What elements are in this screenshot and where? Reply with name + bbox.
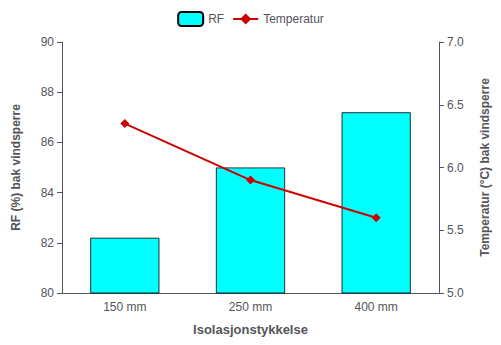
svg-text:400 mm: 400 mm [354,300,397,314]
svg-text:150 mm: 150 mm [103,300,146,314]
svg-text:6.5: 6.5 [447,98,464,112]
svg-text:84: 84 [41,186,55,200]
svg-text:5.5: 5.5 [447,223,464,237]
svg-text:Temperatur (°C) bak vindsperre: Temperatur (°C) bak vindsperre [478,78,492,257]
svg-text:7.0: 7.0 [447,35,464,49]
svg-text:Isolasjonstykkelse: Isolasjonstykkelse [193,322,308,337]
svg-text:90: 90 [41,35,55,49]
svg-text:5.0: 5.0 [447,286,464,300]
svg-text:82: 82 [41,236,55,250]
svg-text:88: 88 [41,85,55,99]
svg-text:Temperatur: Temperatur [263,12,324,26]
svg-text:250 mm: 250 mm [229,300,272,314]
svg-text:86: 86 [41,135,55,149]
svg-text:RF (%) bak vindsperre: RF (%) bak vindsperre [9,104,23,231]
svg-text:RF: RF [208,12,224,26]
svg-text:6.0: 6.0 [447,161,464,175]
svg-text:80: 80 [41,286,55,300]
